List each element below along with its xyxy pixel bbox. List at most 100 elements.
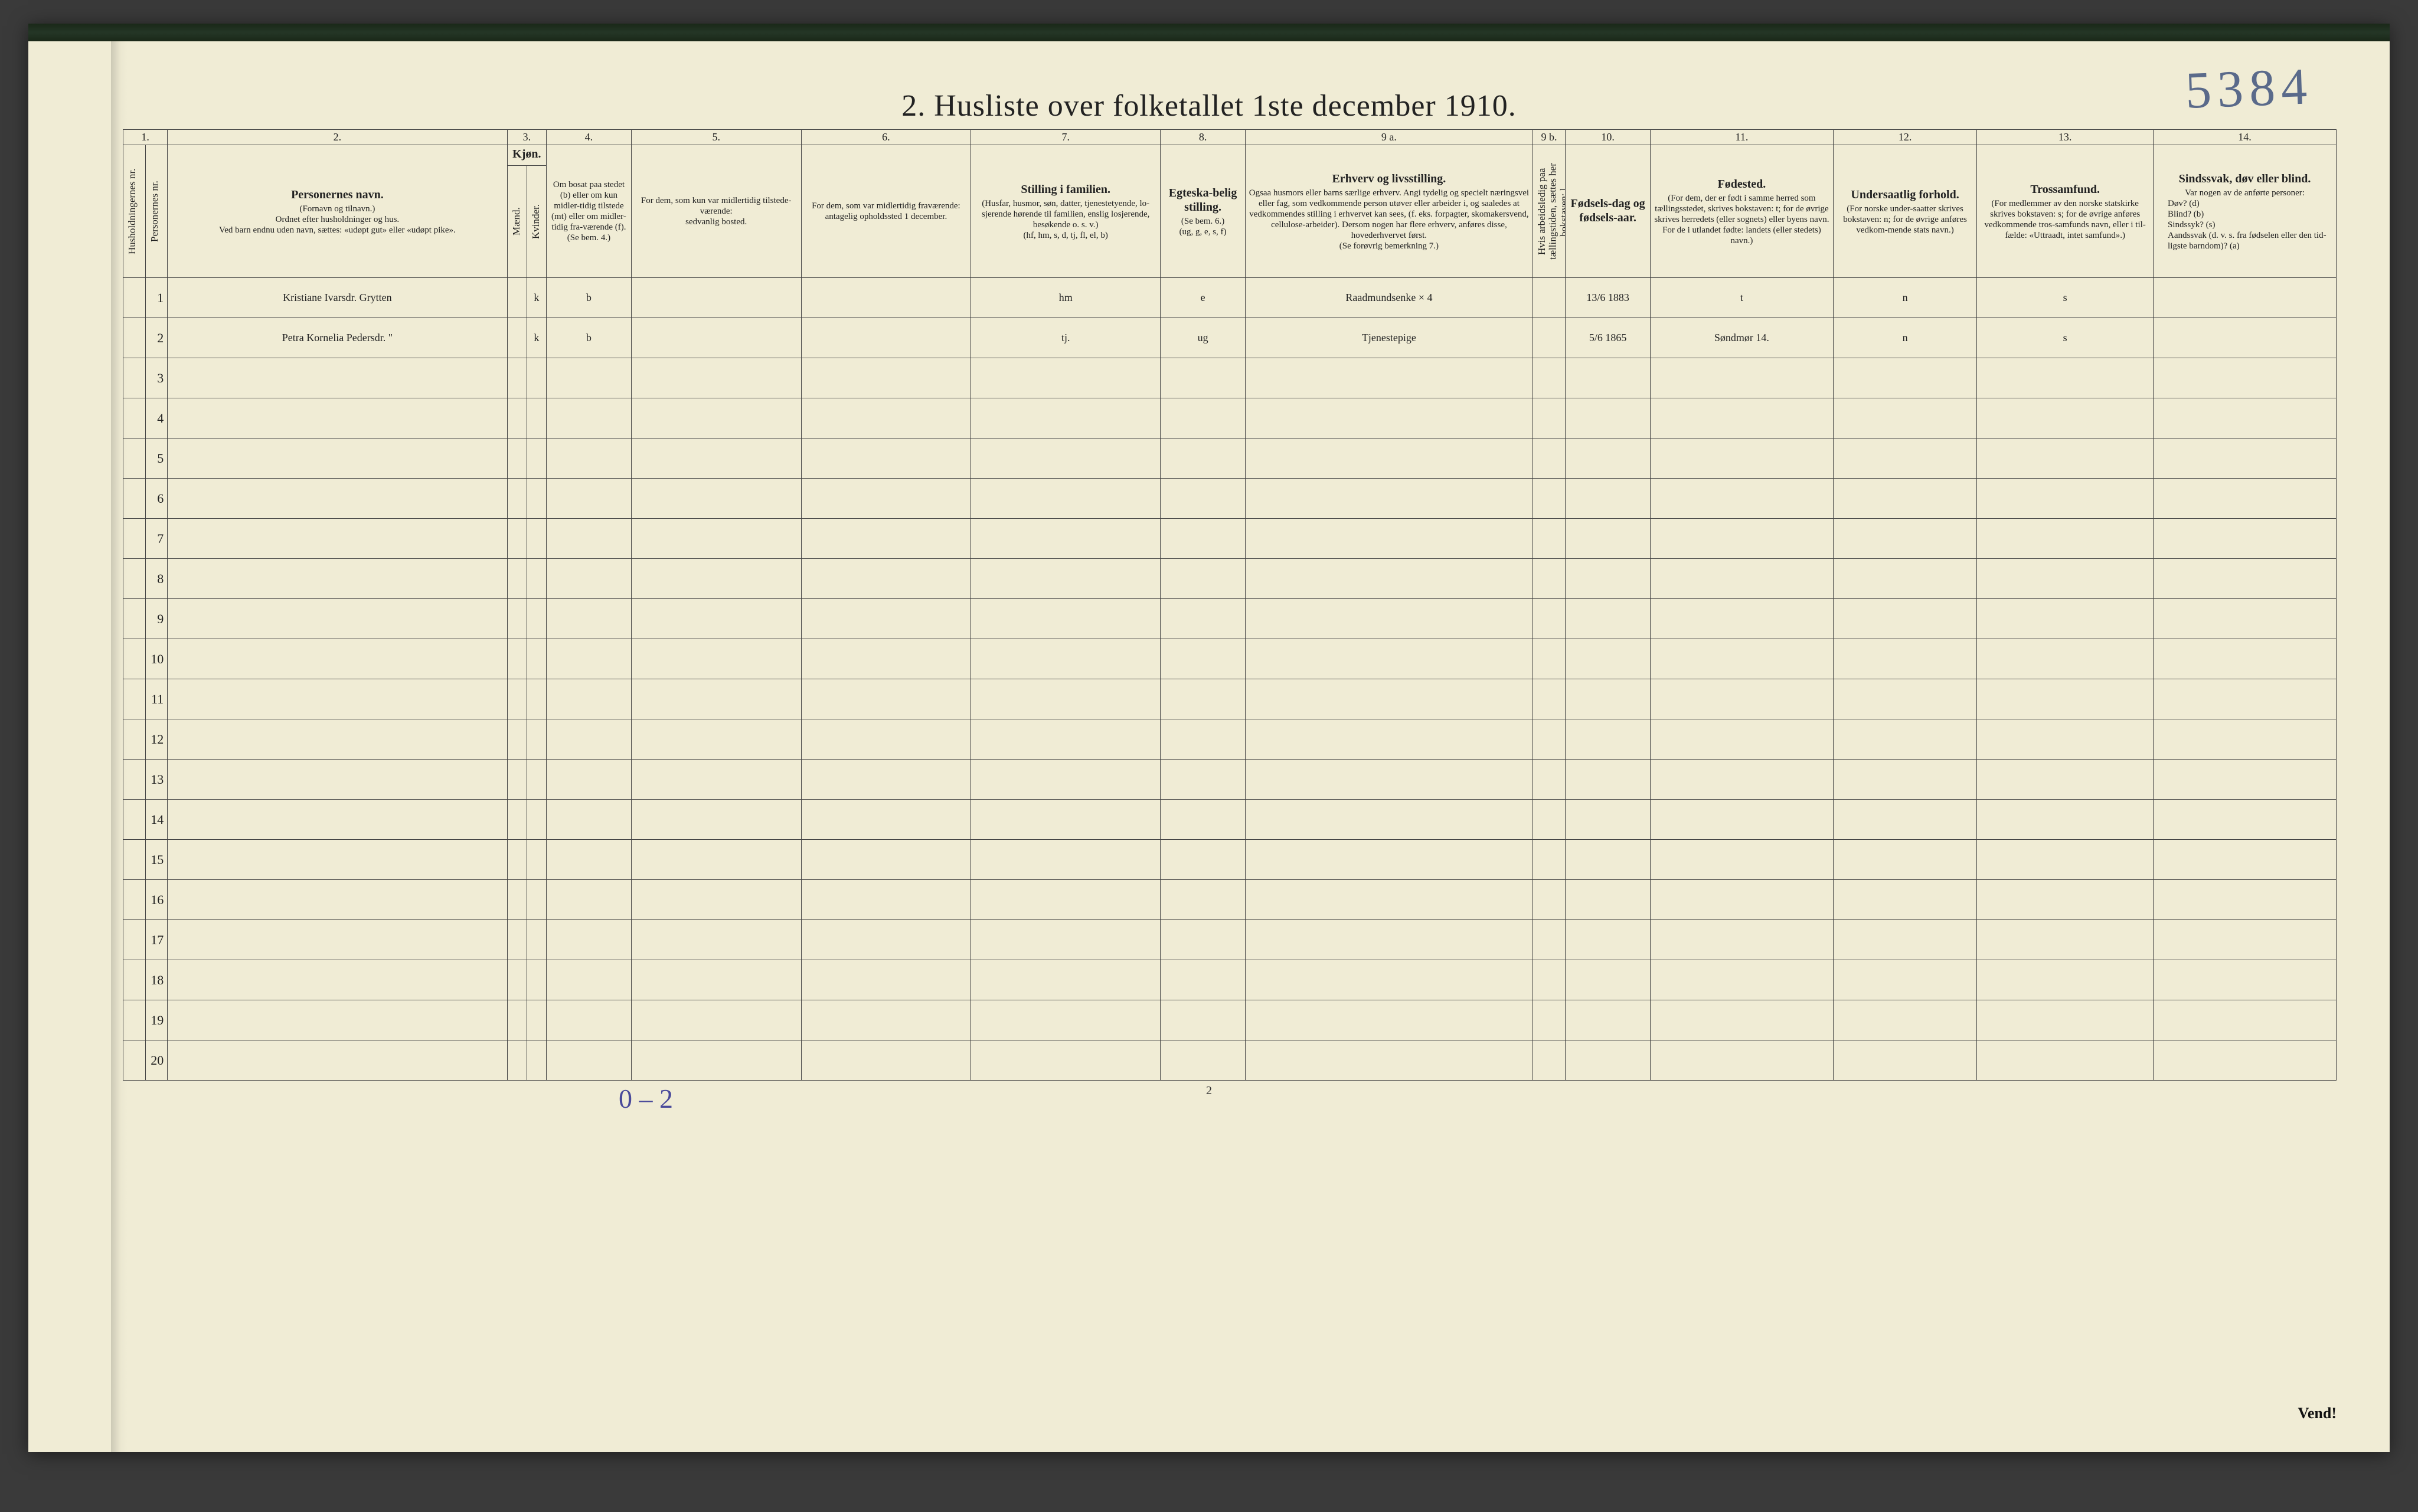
cell: 20 xyxy=(145,1040,168,1081)
cell xyxy=(971,358,1161,398)
cell xyxy=(1245,1000,1533,1040)
cell xyxy=(123,479,146,519)
cell xyxy=(507,679,527,719)
cell xyxy=(1833,519,1976,559)
cell xyxy=(123,840,146,880)
cell: 6 xyxy=(145,479,168,519)
cell xyxy=(971,559,1161,599)
cell xyxy=(123,719,146,760)
cell xyxy=(1161,438,1246,479)
cell xyxy=(971,880,1161,920)
colnum-5: 5. xyxy=(631,130,801,145)
hdr-religion: Trossamfund. (For medlemmer av den norsk… xyxy=(1977,145,2154,278)
cell xyxy=(971,639,1161,679)
cell xyxy=(1977,760,2154,800)
cell: 5 xyxy=(145,438,168,479)
cell xyxy=(1977,800,2154,840)
form-title: 2. Husliste over folketallet 1ste decemb… xyxy=(64,89,2354,123)
cell xyxy=(547,479,632,519)
cell xyxy=(971,679,1161,719)
hdr-sex: Kjøn. xyxy=(507,145,546,166)
cell xyxy=(631,639,801,679)
hdr-temp-present: For dem, som kun var midlertidig tilsted… xyxy=(631,145,801,278)
cell xyxy=(168,639,507,679)
cell xyxy=(1833,800,1976,840)
cell xyxy=(1651,1000,1834,1040)
cell xyxy=(631,719,801,760)
cell xyxy=(1833,358,1976,398)
cell: 4 xyxy=(145,398,168,438)
cell xyxy=(801,1000,971,1040)
cell xyxy=(1245,438,1533,479)
cell xyxy=(1161,398,1246,438)
cell: 18 xyxy=(145,960,168,1000)
cell xyxy=(168,398,507,438)
cell xyxy=(507,880,527,920)
table-row: 18 xyxy=(123,960,2337,1000)
cell xyxy=(527,479,546,519)
table-row: 16 xyxy=(123,880,2337,920)
table-row: 5 xyxy=(123,438,2337,479)
cell xyxy=(631,358,801,398)
cell xyxy=(971,438,1161,479)
cell xyxy=(1833,479,1976,519)
cell xyxy=(971,479,1161,519)
cell xyxy=(801,358,971,398)
table-header: 1. 2. 3. 4. 5. 6. 7. 8. 9 a. 9 b. 10. 11… xyxy=(123,130,2337,278)
cell xyxy=(1245,880,1533,920)
cell xyxy=(1833,719,1976,760)
colnum-7: 7. xyxy=(971,130,1161,145)
cell xyxy=(547,519,632,559)
cell xyxy=(123,920,146,960)
cell xyxy=(2154,479,2337,519)
cell xyxy=(971,920,1161,960)
census-table: 1. 2. 3. 4. 5. 6. 7. 8. 9 a. 9 b. 10. 11… xyxy=(123,129,2337,1081)
hdr-citizenship: Undersaatlig forhold. (For norske under-… xyxy=(1833,145,1976,278)
table-row: 13 xyxy=(123,760,2337,800)
cell xyxy=(801,479,971,519)
cell xyxy=(507,438,527,479)
cell xyxy=(1245,358,1533,398)
cell xyxy=(631,438,801,479)
cell xyxy=(507,1040,527,1081)
cell: 17 xyxy=(145,920,168,960)
cell xyxy=(1833,398,1976,438)
cell xyxy=(547,1040,632,1081)
cell xyxy=(1161,519,1246,559)
cell xyxy=(547,840,632,880)
cell xyxy=(168,920,507,960)
cell xyxy=(2154,1000,2337,1040)
cell xyxy=(168,679,507,719)
cell xyxy=(547,559,632,599)
cell xyxy=(1833,1040,1976,1081)
cell xyxy=(2154,278,2337,318)
cell xyxy=(507,599,527,639)
cell xyxy=(1533,438,1565,479)
cell xyxy=(168,960,507,1000)
hdr-name: Personernes navn. (Fornavn og tilnavn.) … xyxy=(168,145,507,278)
cell xyxy=(168,599,507,639)
cell xyxy=(801,920,971,960)
cell xyxy=(1833,760,1976,800)
cell xyxy=(527,840,546,880)
cell xyxy=(123,1040,146,1081)
cell: 7 xyxy=(145,519,168,559)
cell xyxy=(527,559,546,599)
cell xyxy=(1533,880,1565,920)
cell xyxy=(2154,519,2337,559)
cell xyxy=(1651,438,1834,479)
cell xyxy=(1566,960,1651,1000)
hdr-disability: Sindssvak, døv eller blind. Var nogen av… xyxy=(2154,145,2337,278)
turn-page-label: Vend! xyxy=(2298,1405,2337,1422)
cell xyxy=(971,960,1161,1000)
cell xyxy=(801,1040,971,1081)
cell xyxy=(547,960,632,1000)
cell: 19 xyxy=(145,1000,168,1040)
cell xyxy=(1245,679,1533,719)
cell: k xyxy=(527,318,546,358)
colnum-13: 13. xyxy=(1977,130,2154,145)
hdr-birthplace: Fødested. (For dem, der er født i samme … xyxy=(1651,145,1834,278)
cell xyxy=(1977,438,2154,479)
cell xyxy=(123,639,146,679)
cell xyxy=(1651,840,1834,880)
